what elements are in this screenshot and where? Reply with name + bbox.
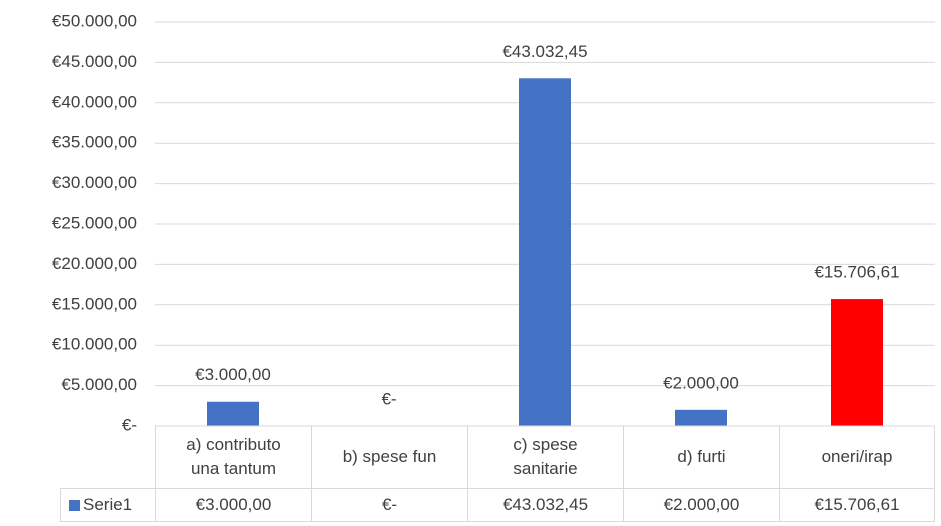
legend-label: Serie1 (83, 495, 133, 514)
y-tick-label: €50.000,00 (52, 11, 137, 30)
table-value: €43.032,45 (467, 488, 623, 522)
y-tick-label: €30.000,00 (52, 173, 137, 192)
y-tick-label: €20.000,00 (52, 254, 137, 273)
bar (207, 401, 259, 426)
data-label: €2.000,00 (663, 373, 739, 392)
table-value: €- (311, 488, 467, 522)
data-label: €15.706,61 (814, 263, 899, 282)
table-category: c) spese sanitarie (467, 426, 623, 488)
y-tick-label: €- (122, 415, 137, 434)
table-category: a) contributo una tantum (155, 426, 311, 488)
table-category: oneri/irap (779, 426, 935, 488)
table-value: €2.000,00 (623, 488, 779, 522)
table-value: €3.000,00 (155, 488, 311, 522)
table-category: b) spese fun (311, 426, 467, 488)
y-tick-label: €45.000,00 (52, 52, 137, 71)
y-tick-label: €15.000,00 (52, 294, 137, 313)
bar (519, 78, 571, 427)
y-tick-label: €35.000,00 (52, 133, 137, 152)
data-label: €43.032,45 (502, 42, 587, 61)
y-tick-label: €10.000,00 (52, 335, 137, 354)
data-label: €3.000,00 (195, 365, 271, 384)
legend-cell: Serie1 (60, 488, 155, 522)
bar (831, 299, 883, 426)
legend-swatch (69, 499, 80, 511)
y-tick-label: €40.000,00 (52, 92, 137, 111)
y-tick-label: €5.000,00 (61, 375, 137, 394)
y-tick-label: €25.000,00 (52, 213, 137, 232)
data-label: €- (381, 389, 396, 408)
table-category: d) furti (623, 426, 779, 488)
bar (675, 409, 727, 426)
table-value: €15.706,61 (779, 488, 935, 522)
